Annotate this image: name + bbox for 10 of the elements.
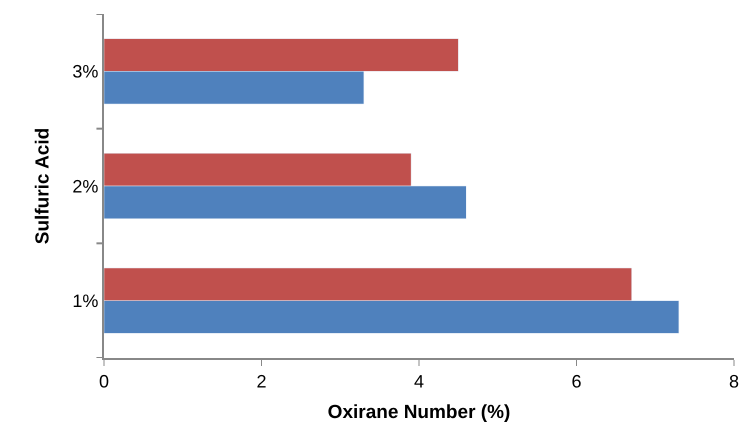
x-tick-label: 2 [256,372,267,392]
x-tick-label: 8 [728,372,740,392]
y-tick-label: 3% [72,62,98,82]
x-tick-label: 6 [571,372,582,392]
y-axis-title: Sulfuric Acid [32,128,54,244]
y-tick-label: 1% [72,290,98,311]
y-tick-label: 2% [72,176,98,196]
x-tick-label: 4 [414,372,424,392]
x-tick-label: 0 [98,372,110,392]
x-axis-title: Oxirane Number (%) [328,402,510,423]
